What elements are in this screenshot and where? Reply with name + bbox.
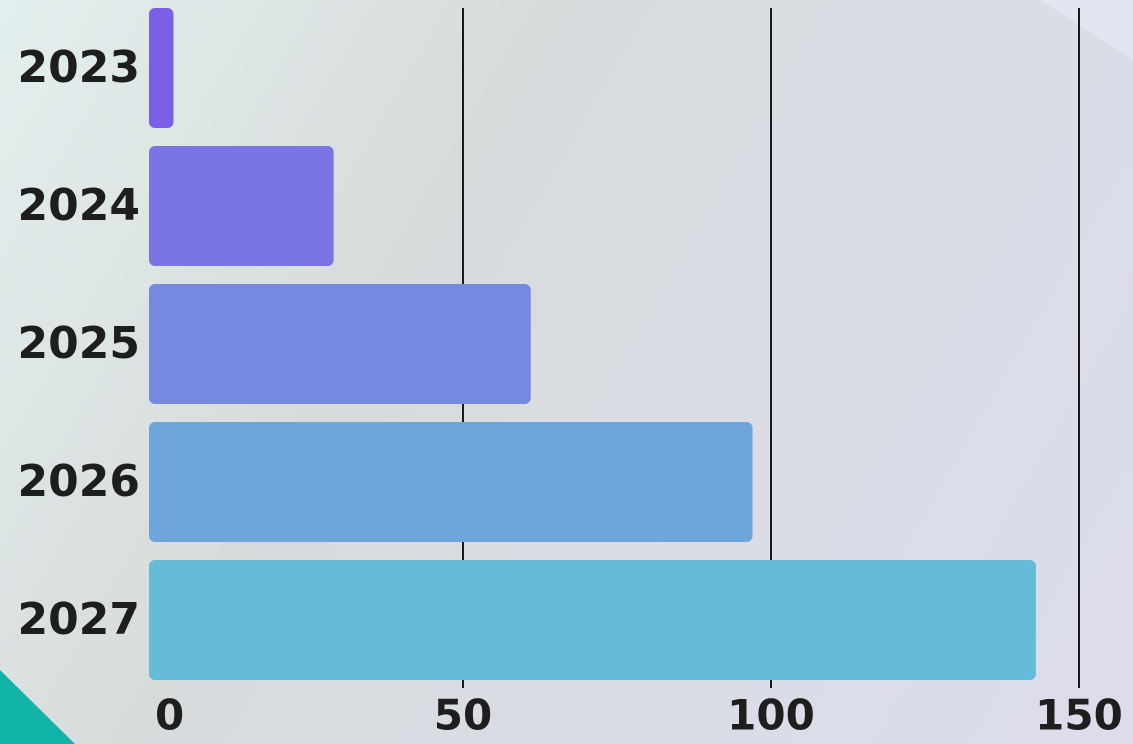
bar [149, 8, 174, 128]
bar [149, 284, 531, 404]
corner-decoration [0, 670, 75, 744]
y-tick-label: 2026 [18, 456, 140, 507]
bar [149, 146, 334, 266]
y-tick-label: 2025 [18, 318, 140, 369]
bar [149, 560, 1036, 680]
corner-decoration [1040, 0, 1133, 60]
x-tick-label: 50 [434, 691, 492, 740]
bar [149, 422, 753, 542]
y-tick-label: 2027 [18, 594, 140, 645]
y-tick-label: 2023 [18, 42, 140, 93]
x-tick-label: 0 [155, 691, 184, 740]
y-tick-label: 2024 [18, 180, 140, 231]
x-tick-label: 100 [727, 691, 815, 740]
x-tick-label: 150 [1035, 691, 1123, 740]
